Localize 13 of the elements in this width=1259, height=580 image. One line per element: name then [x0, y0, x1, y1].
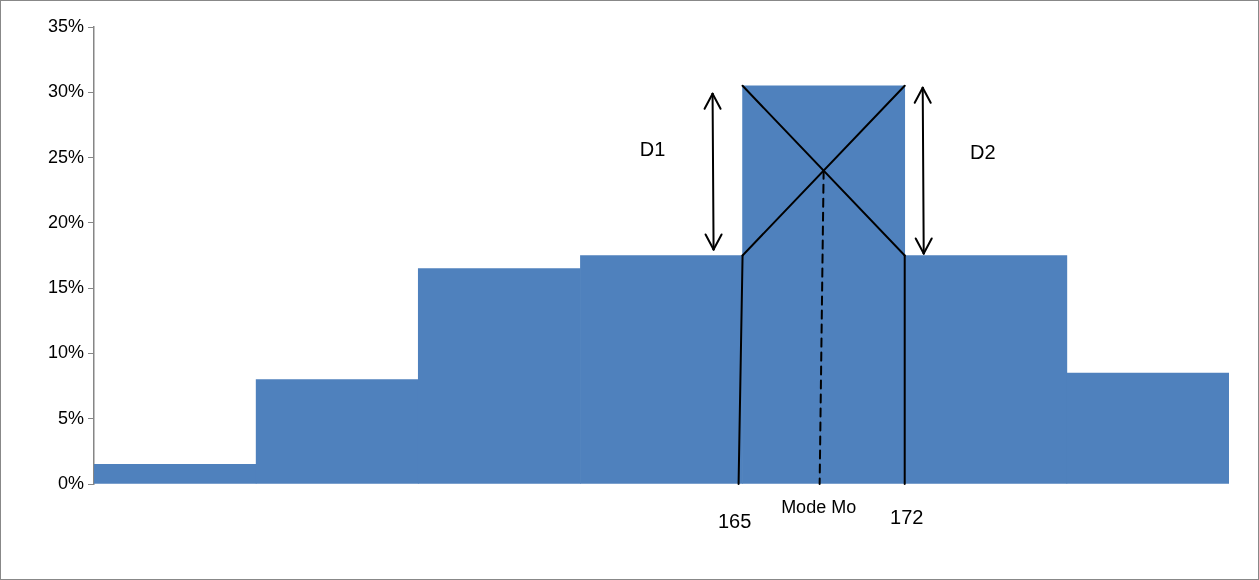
text: 165	[717, 509, 752, 532]
y-tick-label: 25%	[47, 146, 84, 167]
y-tick-label: 20%	[47, 211, 84, 232]
annotation: D1	[639, 138, 666, 161]
text: Mode Mo	[781, 496, 857, 517]
y-tick-label: 35%	[47, 15, 84, 36]
text: 172	[890, 505, 924, 528]
y-tick-label: 10%	[47, 342, 84, 363]
y-tick-label: 0%	[57, 472, 84, 493]
annotation: D2	[969, 141, 996, 164]
y-tick-label: 30%	[47, 81, 84, 102]
y-tick-label: 15%	[47, 277, 84, 298]
y-tick-label: 5%	[57, 407, 84, 428]
